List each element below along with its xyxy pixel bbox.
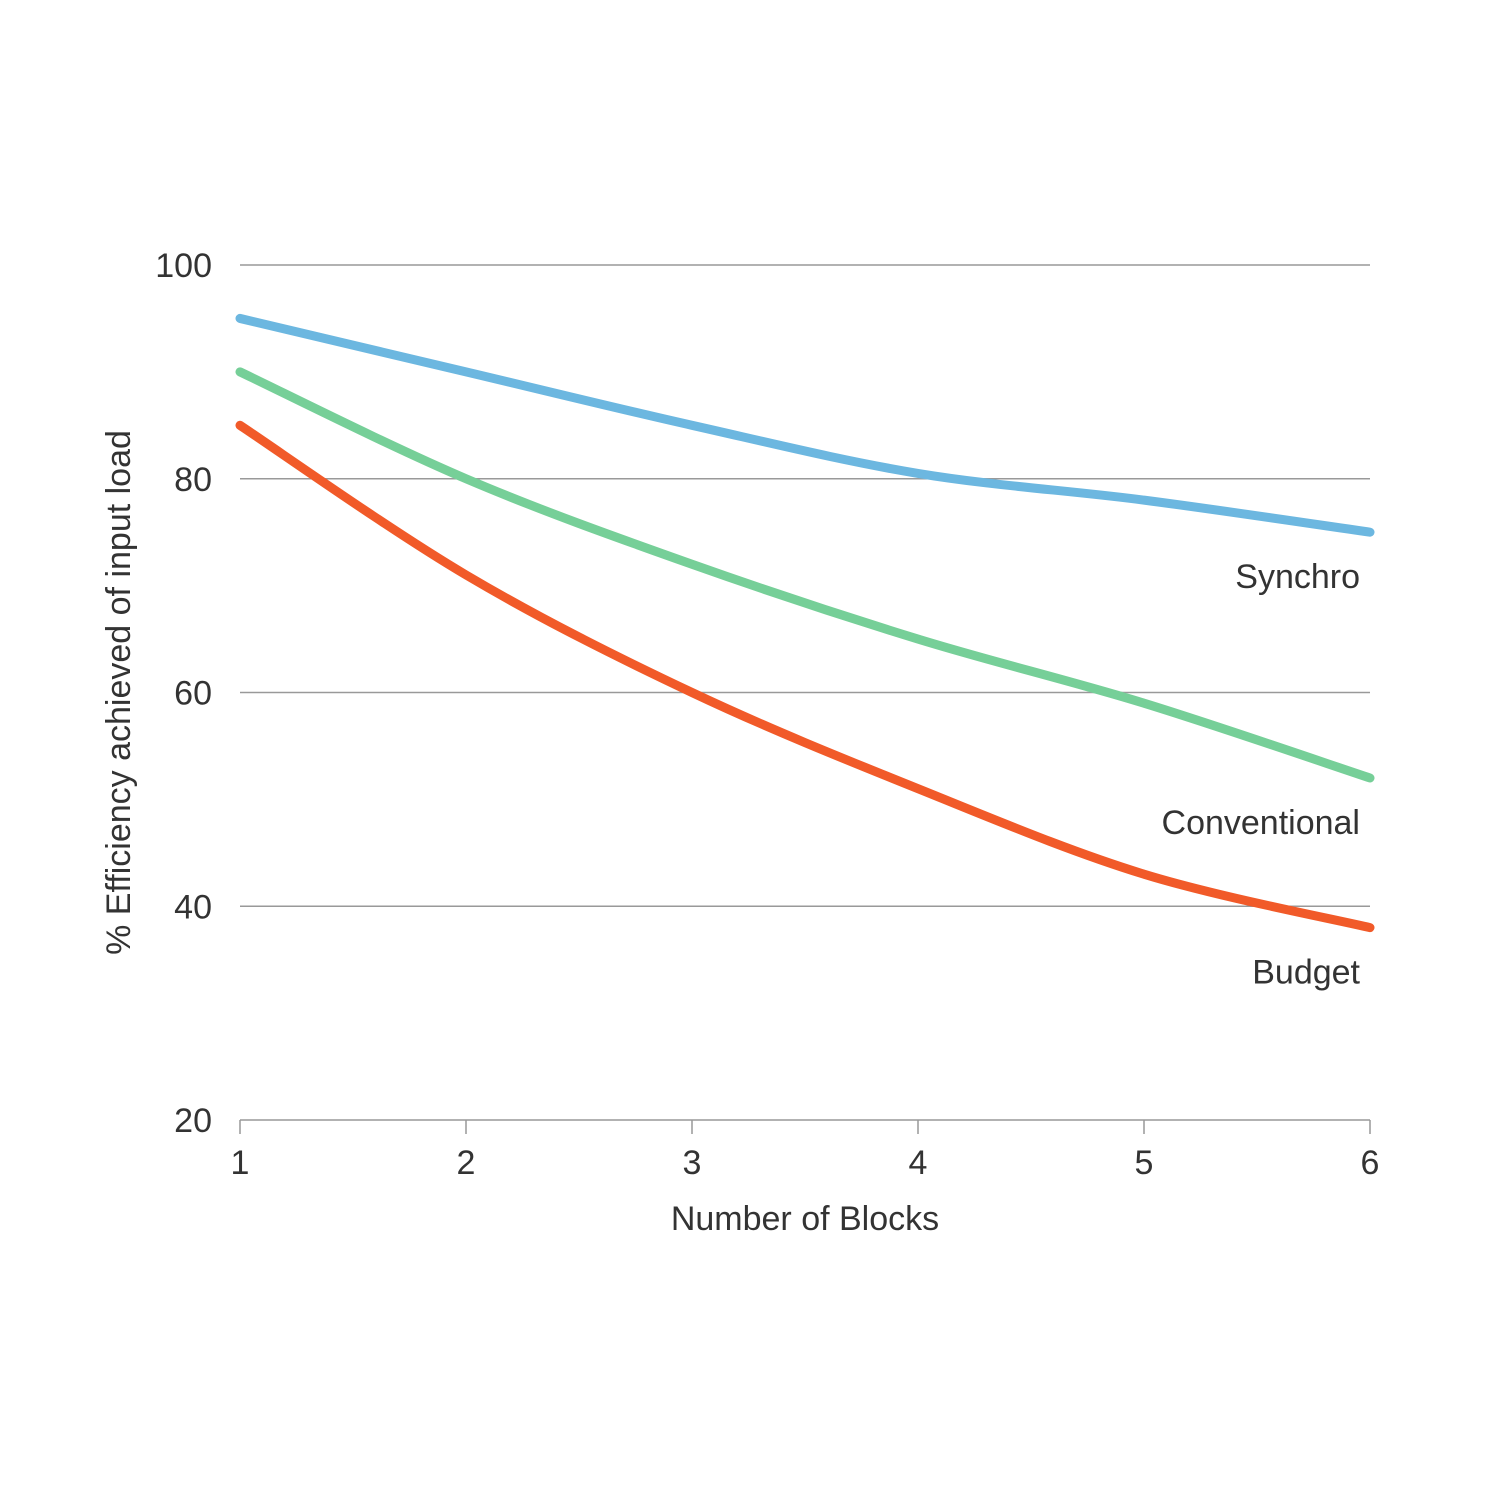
x-axis-label: Number of Blocks (671, 1200, 939, 1238)
x-tick-label: 1 (231, 1144, 250, 1182)
series-label-conventional: Conventional (1162, 804, 1360, 842)
efficiency-chart: 1 2 3 4 5 6 20 40 60 80 100 Number of Blocks % Effic… (0, 0, 1500, 1500)
x-tick-label: 5 (1135, 1144, 1154, 1182)
series-label-budget: Budget (1252, 954, 1360, 992)
x-tick-label: 2 (457, 1144, 476, 1182)
series-label-synchro: Synchro (1235, 558, 1360, 596)
y-tick-label: 80 (174, 461, 212, 499)
y-tick-label: 40 (174, 888, 212, 926)
y-axis-label: % Efficiency achieved of input load (100, 430, 138, 955)
y-tick-label: 100 (155, 247, 212, 285)
x-tick-label: 3 (683, 1144, 702, 1182)
x-tick-label: 4 (909, 1144, 928, 1182)
y-tick-label: 20 (174, 1102, 212, 1140)
x-tick-label: 6 (1361, 1144, 1380, 1182)
y-tick-label: 60 (174, 675, 212, 713)
